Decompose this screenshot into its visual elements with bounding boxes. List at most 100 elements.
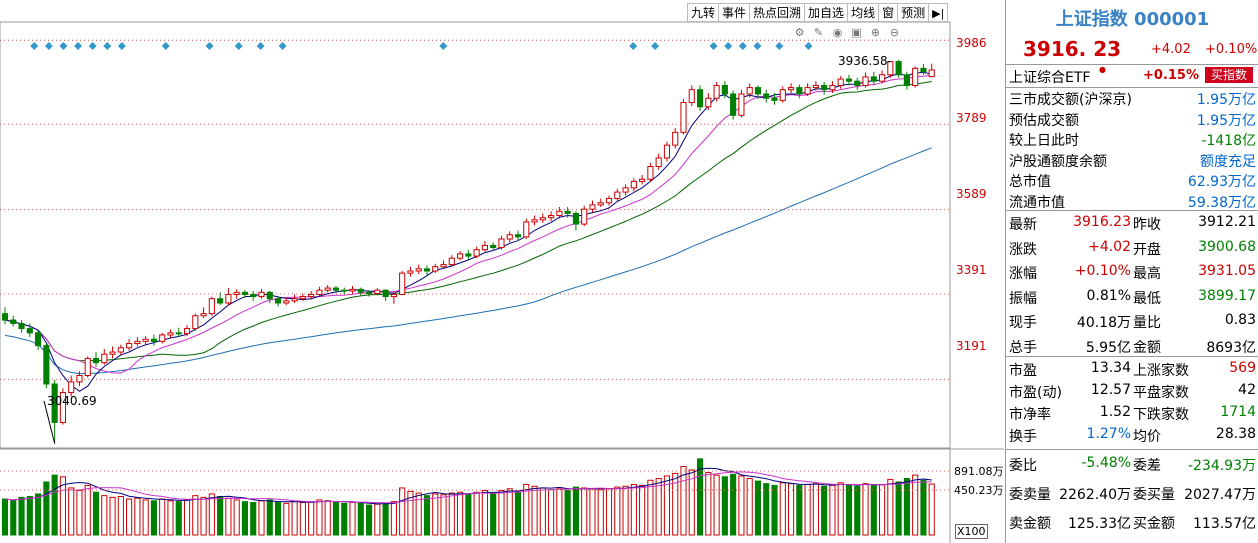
volume-unit: X100 bbox=[955, 524, 988, 539]
order-label: 卖金额 bbox=[1009, 516, 1051, 532]
volume-tick: 891.08万 bbox=[954, 465, 1004, 478]
zoom-in-icon[interactable]: ⊕ bbox=[870, 26, 881, 39]
candle-body bbox=[473, 249, 480, 257]
lock-icon[interactable]: ▣ bbox=[851, 26, 862, 39]
event-marker bbox=[59, 42, 68, 50]
grid-label: 最新 bbox=[1009, 217, 1037, 233]
candle-body bbox=[233, 291, 240, 295]
volume-bar bbox=[605, 488, 613, 536]
candle-body bbox=[10, 319, 17, 324]
candle-body bbox=[192, 315, 199, 330]
jiuzhuan-button[interactable]: 九转 bbox=[687, 3, 720, 22]
volume-bar bbox=[1, 498, 9, 536]
volume-bar bbox=[200, 496, 207, 536]
candle-body bbox=[159, 334, 166, 342]
candle-body bbox=[672, 131, 679, 146]
candle-body bbox=[655, 157, 662, 167]
kline-chart[interactable] bbox=[0, 0, 1004, 543]
candle-body bbox=[713, 84, 720, 99]
candle-body bbox=[605, 197, 613, 204]
kline-chart-area[interactable]: 九转 事件 热点回溯 加自选 均线 窗 预测 ▶| ⚙ ✎ ◉ ▣ ⊕ ⊖ 39… bbox=[0, 0, 1004, 543]
candle-body bbox=[506, 234, 513, 240]
volume-bar bbox=[920, 479, 927, 536]
grid-value: +4.02 bbox=[1088, 238, 1131, 255]
zoom-out-icon[interactable]: ⊖ bbox=[889, 26, 900, 39]
order-value: 113.57亿 bbox=[1193, 516, 1256, 532]
volume-bar bbox=[672, 472, 679, 536]
settings-icon[interactable]: ⚙ bbox=[794, 26, 805, 39]
candle-body bbox=[134, 340, 141, 344]
eye-icon[interactable]: ◉ bbox=[832, 26, 843, 39]
turnover-row: 流通市值 59.38万亿 bbox=[1006, 192, 1258, 212]
ma-button[interactable]: 均线 bbox=[847, 3, 880, 22]
candle-body bbox=[43, 345, 50, 385]
high-annotation: 3936.58 bbox=[838, 54, 888, 68]
event-marker bbox=[651, 42, 660, 50]
hot-review-button[interactable]: 热点回溯 bbox=[749, 3, 806, 22]
window-button[interactable]: 窗 bbox=[878, 3, 899, 22]
turnover-value: 1.95万亿 bbox=[1196, 92, 1256, 108]
volume-bar bbox=[349, 501, 356, 536]
grid-value: 40.18万 bbox=[1076, 315, 1131, 331]
volume-tick: 450.23万 bbox=[954, 484, 1004, 497]
buy-index-button[interactable]: 买指数 bbox=[1205, 67, 1253, 83]
candle-body bbox=[465, 253, 472, 257]
candle-body bbox=[316, 289, 323, 295]
candle-body bbox=[663, 144, 671, 159]
events-button[interactable]: 事件 bbox=[718, 3, 751, 22]
volume-bar bbox=[481, 490, 488, 536]
turnover-row: 三市成交额(沪深京) 1.95万亿 bbox=[1006, 89, 1258, 109]
volume-bar bbox=[763, 483, 770, 536]
candle-body bbox=[457, 253, 464, 259]
candle-body bbox=[539, 217, 546, 221]
stats-label: 均价 bbox=[1133, 429, 1161, 445]
event-marker bbox=[117, 42, 126, 50]
add-watchlist-button[interactable]: 加自选 bbox=[804, 3, 849, 22]
etf-row[interactable]: 上证综合ETF ● +0.15% 买指数 bbox=[1006, 64, 1258, 88]
volume-bar bbox=[779, 482, 786, 536]
collapse-right-icon[interactable]: ▶| bbox=[928, 3, 949, 22]
candle-body bbox=[101, 353, 108, 364]
candle-body bbox=[26, 328, 33, 334]
candle-body bbox=[440, 264, 447, 268]
volume-bar bbox=[754, 480, 762, 536]
grid-label: 开盘 bbox=[1133, 241, 1161, 258]
turnover-label: 流通市值 bbox=[1009, 194, 1065, 211]
candle-body bbox=[796, 87, 803, 95]
candle-body bbox=[68, 381, 75, 394]
candle-body bbox=[581, 208, 588, 225]
volume-bar bbox=[680, 466, 687, 536]
turnover-value: -1418亿 bbox=[1201, 133, 1256, 149]
candle-body bbox=[167, 332, 174, 336]
stats-value: 42 bbox=[1238, 382, 1256, 398]
volume-bar bbox=[730, 473, 737, 536]
candle-body bbox=[258, 291, 265, 298]
candle-body bbox=[879, 74, 886, 82]
candle-body bbox=[357, 288, 364, 293]
candle-body bbox=[903, 74, 910, 86]
candle-body bbox=[366, 291, 373, 295]
etf-name[interactable]: 上证综合ETF bbox=[1009, 70, 1091, 86]
volume-bar bbox=[192, 495, 199, 536]
volume-bar bbox=[688, 469, 695, 536]
volume-bar bbox=[845, 484, 853, 536]
volume-bar bbox=[357, 502, 364, 536]
volume-bar bbox=[556, 488, 563, 536]
order-label: 委差 bbox=[1133, 458, 1161, 474]
candle-body bbox=[299, 296, 306, 300]
grid-label: 最低 bbox=[1133, 290, 1161, 307]
forecast-button[interactable]: 预测 bbox=[897, 3, 930, 22]
volume-bar bbox=[796, 484, 803, 536]
candle-body bbox=[217, 298, 224, 304]
volume-bar bbox=[324, 500, 331, 536]
candle-body bbox=[870, 76, 877, 82]
volume-bar bbox=[84, 484, 91, 536]
pen-icon[interactable]: ✎ bbox=[813, 26, 824, 39]
volume-bar bbox=[266, 499, 273, 536]
order-label: 委买量 bbox=[1133, 487, 1175, 503]
volume-bar bbox=[448, 492, 455, 536]
ma5-line bbox=[4, 71, 932, 392]
volume-bar bbox=[35, 493, 42, 536]
volume-bar bbox=[332, 501, 340, 536]
volume-bar bbox=[912, 474, 919, 536]
